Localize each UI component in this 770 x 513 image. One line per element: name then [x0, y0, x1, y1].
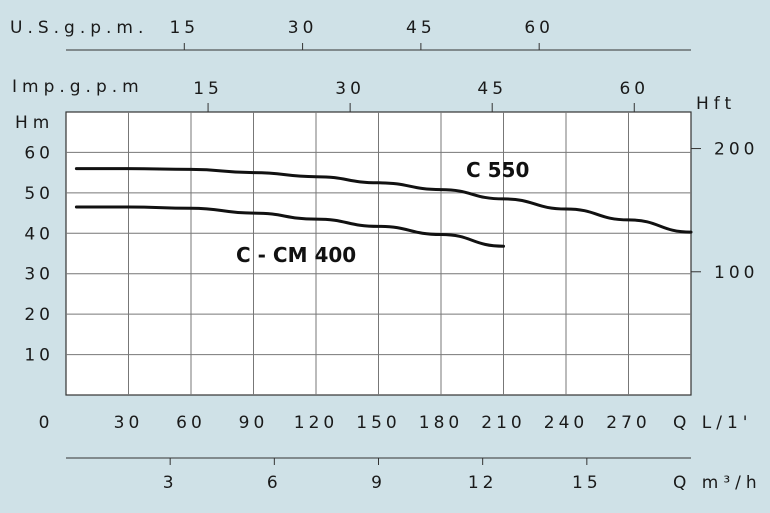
series-label: C - CM 400 — [236, 243, 356, 267]
m3h-tick-label: 15 — [572, 473, 602, 493]
impgpm-tick-label: 30 — [335, 79, 365, 99]
impgpm-tick-label: 60 — [619, 79, 649, 99]
impgpm-tick-label: 45 — [477, 79, 507, 99]
usgpm-tick-label: 60 — [524, 18, 554, 38]
x-tick-label: 180 — [419, 413, 463, 433]
y-tick-label: 60 — [24, 143, 54, 163]
m3h-unit-label: Q m³/h — [673, 473, 762, 493]
x-tick-label: 240 — [544, 413, 588, 433]
x-tick-label: 270 — [606, 413, 650, 433]
y-tick-label: 40 — [24, 224, 54, 244]
y-unit-label: Hm — [15, 113, 54, 133]
usgpm-tick-label: 15 — [169, 18, 199, 38]
y-tick-label: 10 — [24, 346, 54, 366]
x-tick-label: 120 — [294, 413, 338, 433]
m3h-tick-label: 3 — [163, 473, 178, 493]
x-tick-label: 90 — [239, 413, 269, 433]
right-tick-label: 200 — [714, 140, 758, 160]
m3h-tick-label: 9 — [371, 473, 386, 493]
impgpm-tick-label: 15 — [193, 79, 223, 99]
y-tick-label: 30 — [24, 265, 54, 285]
y-tick-label: 20 — [24, 305, 54, 325]
m3h-tick-label: 12 — [468, 473, 498, 493]
usgpm-tick-label: 30 — [288, 18, 318, 38]
x-unit-label: Q L/1' — [673, 413, 752, 433]
curve-c-cm400 — [74, 205, 505, 248]
usgpm-unit-label: U.S.g.p.m. — [10, 18, 148, 38]
x-tick-label: 60 — [176, 413, 206, 433]
x-tick-label: 210 — [481, 413, 525, 433]
curve-c550 — [74, 167, 693, 234]
impgpm-unit-label: Imp.g.p.m — [12, 77, 144, 97]
x-origin-label: 0 — [39, 413, 54, 433]
series-label: C 550 — [466, 158, 529, 182]
right-tick-label: 100 — [714, 263, 758, 283]
usgpm-tick-label: 45 — [406, 18, 436, 38]
m3h-tick-label: 6 — [267, 473, 282, 493]
right-unit-label: Hft — [696, 94, 736, 114]
x-tick-label: 30 — [114, 413, 144, 433]
y-tick-label: 50 — [24, 184, 54, 204]
x-tick-label: 150 — [356, 413, 400, 433]
